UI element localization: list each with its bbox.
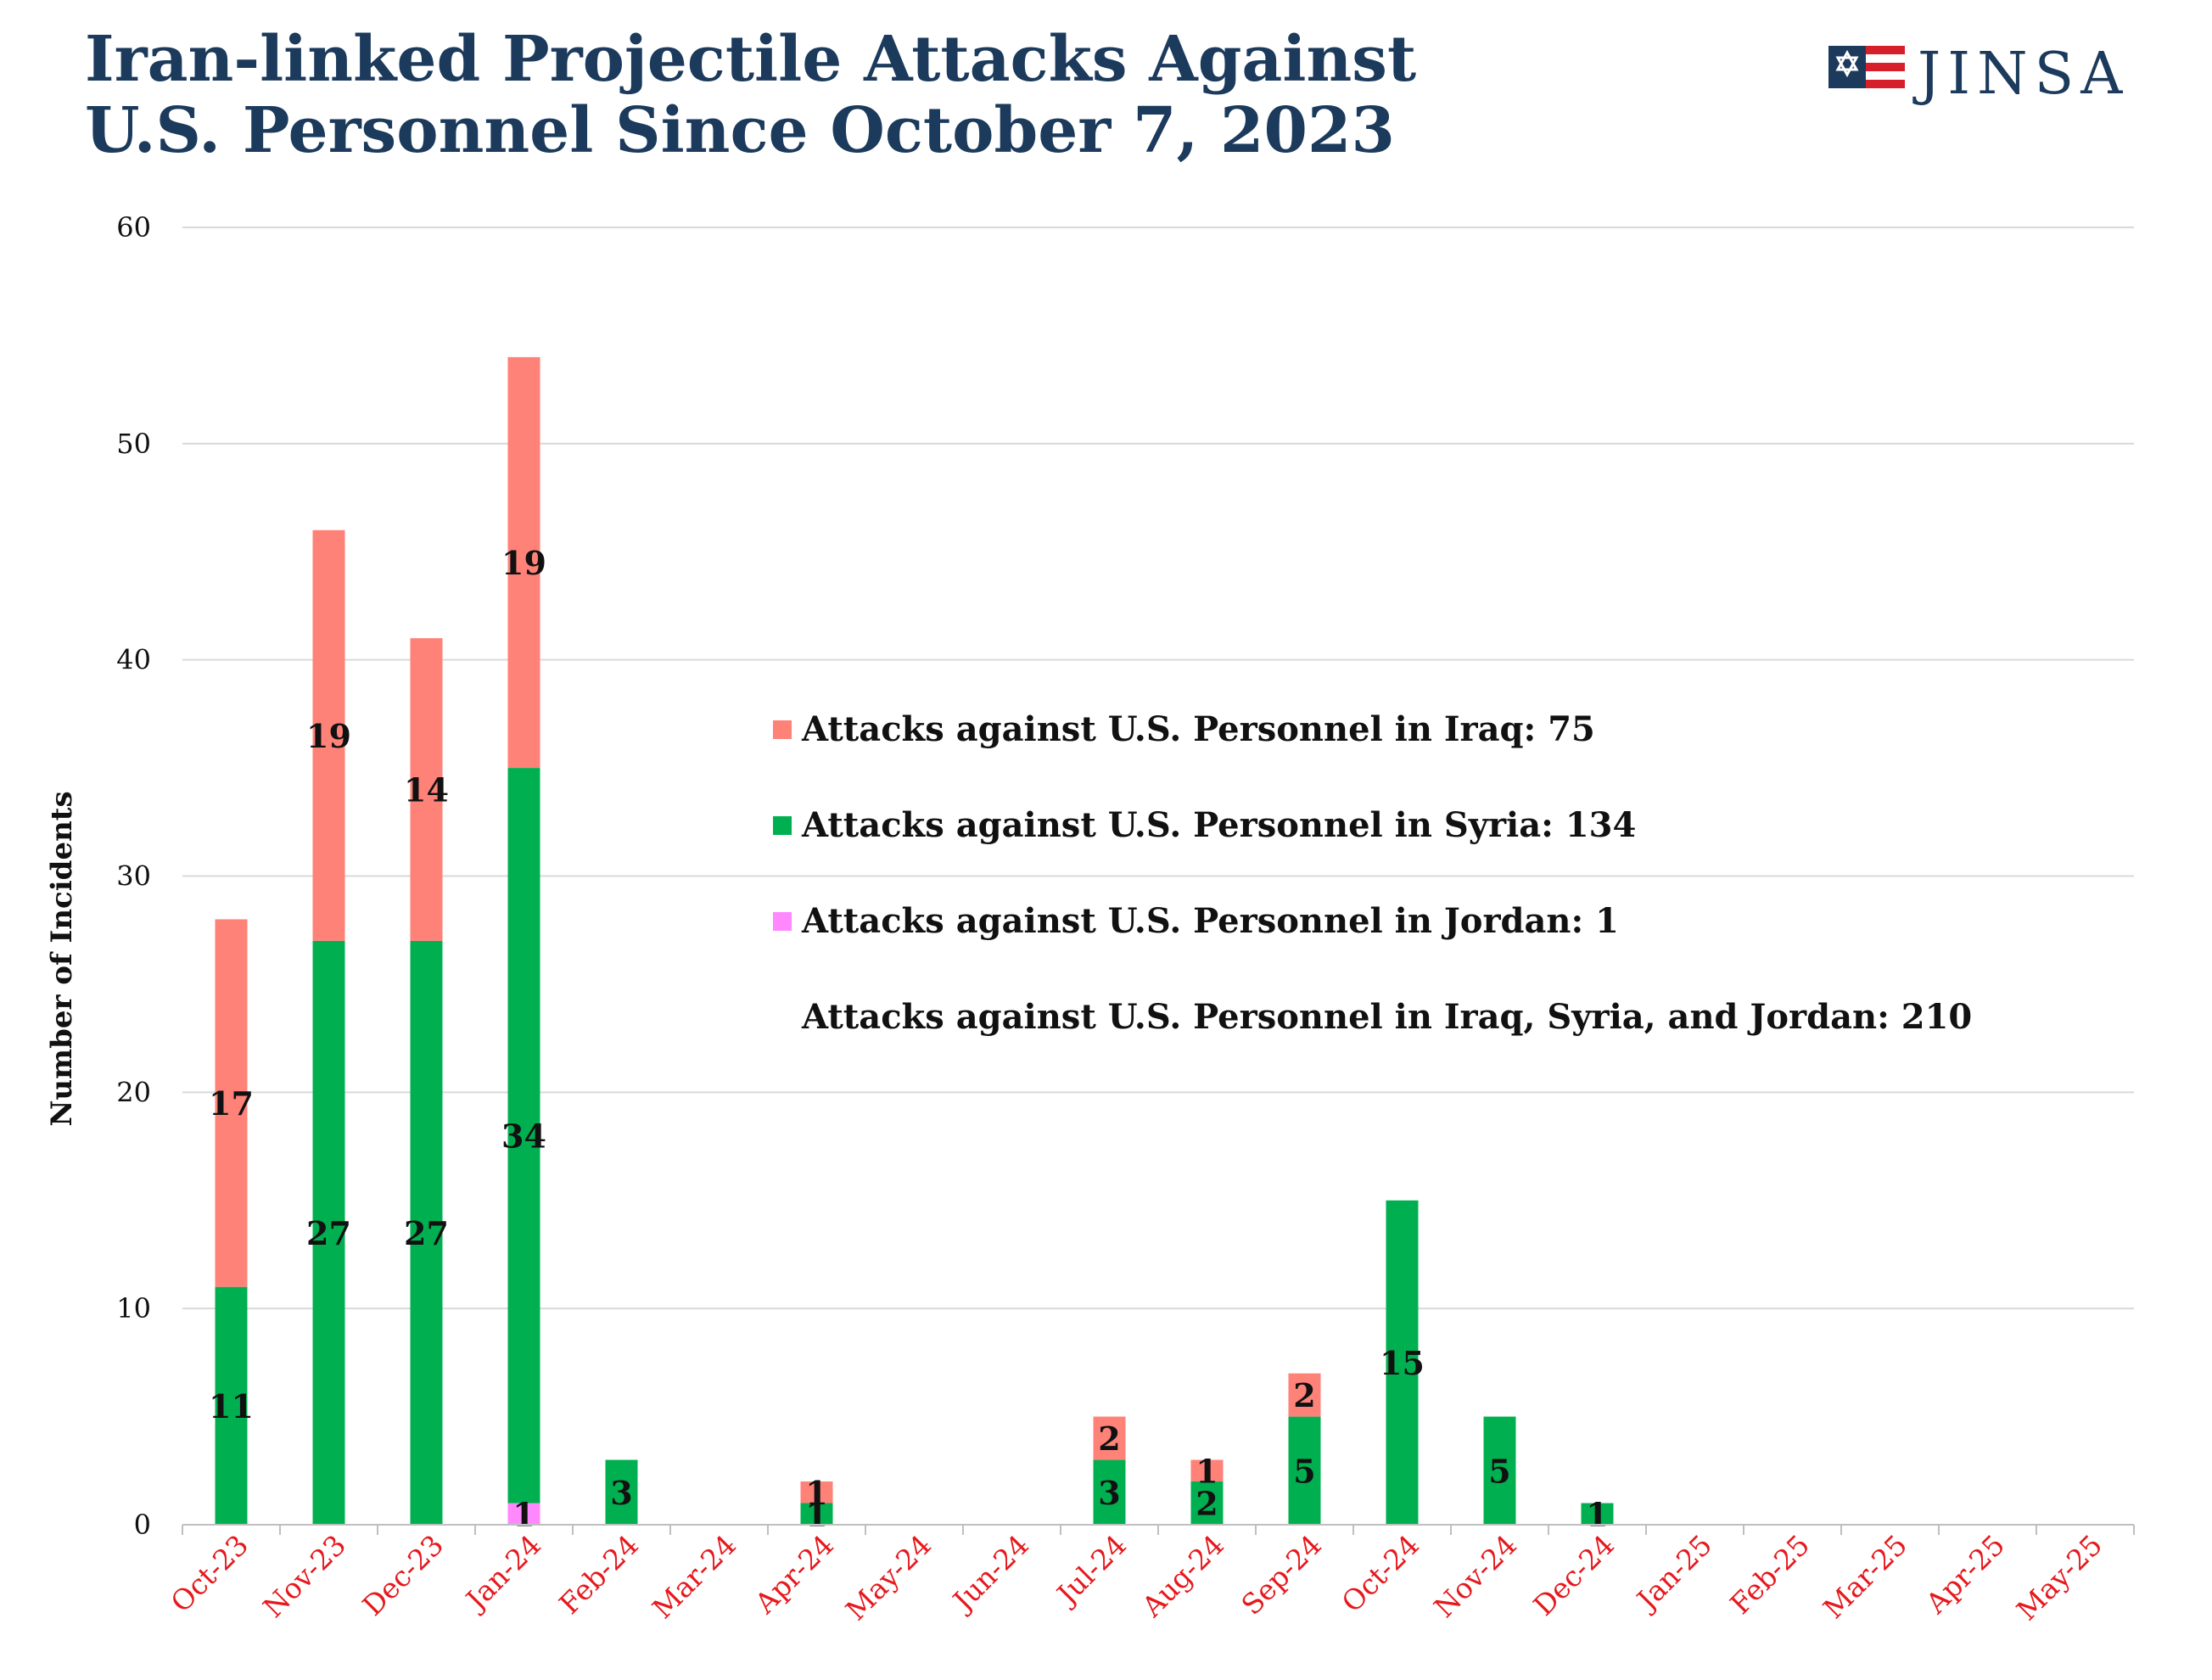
x-tick-label: Apr-24 (748, 1528, 840, 1621)
data-label-syria-Feb-24: 3 (610, 1474, 632, 1512)
legend-entry: Attacks against U.S. Personnel in Iraq: … (801, 709, 1595, 749)
bar-iraq-Nov-23 (312, 529, 345, 941)
x-tick-label: Nov-23 (256, 1528, 352, 1624)
bar-syria-Sep-24 (1288, 1416, 1321, 1525)
chart-title-line-1: Iran-linked Projectile Attacks Against (85, 23, 1417, 96)
chart-title: Iran-linked Projectile Attacks Against U… (85, 24, 1416, 166)
data-label-syria-Aug-24: 2 (1196, 1485, 1218, 1523)
bar-syria-Nov-23 (312, 940, 345, 1525)
legend-swatch (773, 720, 792, 739)
data-label-syria-Sep-24: 5 (1293, 1452, 1315, 1490)
y-axis-label: Number of Incidents (45, 791, 79, 1126)
x-axis: Oct-23 Nov-23 Dec-23 Jan-24 Feb-24 Mar-24 Apr-… (164, 1524, 2135, 1627)
bar-syria-Apr-24 (800, 1503, 833, 1525)
x-tick-label: Dec-24 (1526, 1528, 1621, 1622)
data-label-iraq-Oct-23: 17 (209, 1084, 254, 1123)
x-tick-label: Feb-25 (1723, 1528, 1816, 1621)
y-tick-label: 30 (116, 860, 151, 893)
bar-syria-Feb-24 (605, 1459, 638, 1525)
x-tick-label: Jul-24 (1049, 1528, 1133, 1612)
bar-syria-Aug-24 (1190, 1481, 1224, 1525)
data-label-iraq-Dec-23: 14 (404, 771, 449, 809)
data-label-syria-Apr-24: 1 (805, 1495, 827, 1533)
y-tick-label: 0 (134, 1509, 151, 1541)
x-tick-label: Nov-24 (1427, 1528, 1523, 1624)
data-label-iraq-Jan-24: 19 (501, 544, 546, 582)
legend-swatch (773, 816, 792, 835)
data-label-iraq-Nov-23: 19 (306, 717, 351, 755)
data-label-iraq-Aug-24: 1 (1196, 1452, 1218, 1490)
data-label-iraq-Sep-24: 2 (1293, 1376, 1315, 1414)
x-tick-label: Jan-24 (458, 1528, 548, 1618)
bars (215, 356, 1614, 1525)
bar-syria-Oct-23 (215, 1286, 248, 1525)
data-label-syria-Nov-24: 5 (1488, 1452, 1510, 1490)
legend-entry: Attacks against U.S. Personnel in Iraq, … (801, 997, 1972, 1037)
x-tick-label: Apr-25 (1918, 1528, 2011, 1621)
legend-swatch (773, 912, 792, 931)
jinsa-logo: JINSA (1828, 41, 2125, 108)
data-label-syria-Dec-23: 27 (404, 1214, 449, 1252)
x-tick-label: Jan-25 (1629, 1528, 1719, 1618)
x-tick-label: Feb-24 (552, 1528, 645, 1621)
y-tick-label: 60 (116, 211, 151, 244)
y-axis-ticks: 0 10 20 30 40 50 60 (116, 211, 151, 1541)
x-tick-label: Mar-24 (646, 1528, 742, 1625)
gridlines (182, 227, 2134, 1310)
bar-syria-Nov-24 (1483, 1416, 1516, 1525)
legend: Attacks against U.S. Personnel in Iraq: … (773, 709, 1972, 1037)
jinsa-logo-text: JINSA (1912, 41, 2125, 108)
bar-iraq-Jan-24 (507, 356, 540, 769)
bar-iraq-Sep-24 (1288, 1373, 1321, 1417)
x-tick-label: May-24 (839, 1528, 938, 1627)
bar-syria-Jul-24 (1093, 1459, 1126, 1525)
bar-syria-Dec-24 (1581, 1503, 1614, 1525)
x-tick-label: Oct-23 (164, 1528, 255, 1619)
chart-title-line-2: U.S. Personnel Since October 7, 2023 (85, 94, 1395, 167)
x-tick-label: Jun-24 (944, 1528, 1035, 1619)
x-tick-label: Sep-24 (1235, 1528, 1328, 1621)
y-tick-label: 50 (116, 428, 151, 460)
bar-syria-Dec-23 (410, 940, 443, 1525)
x-tick-label: May-25 (2010, 1528, 2108, 1627)
bar-syria-Oct-24 (1386, 1200, 1419, 1525)
data-label-iraq-Jul-24: 2 (1098, 1420, 1120, 1458)
data-label-syria-Oct-23: 11 (209, 1387, 254, 1425)
bar-iraq-Aug-24 (1190, 1459, 1224, 1482)
y-tick-label: 10 (116, 1292, 151, 1324)
bar-iraq-Jul-24 (1093, 1416, 1126, 1460)
data-label-syria-Jan-24: 34 (501, 1117, 546, 1155)
bar-iraq-Apr-24 (800, 1481, 833, 1504)
data-label-syria-Nov-23: 27 (306, 1214, 351, 1252)
y-tick-label: 20 (116, 1076, 151, 1108)
data-label-iraq-Apr-24: 1 (805, 1474, 827, 1512)
bar-iraq-Dec-23 (410, 638, 443, 941)
bar-iraq-Oct-23 (215, 919, 248, 1287)
data-label-jordan-Jan-24: 1 (512, 1495, 535, 1533)
jinsa-flag-icon (1828, 46, 1905, 97)
bar-jordan-Jan-24 (507, 1503, 540, 1525)
bar-syria-Jan-24 (507, 768, 540, 1504)
data-label-syria-Oct-24: 15 (1380, 1344, 1425, 1382)
legend-entry: Attacks against U.S. Personnel in Jordan… (801, 901, 1619, 941)
data-label-syria-Dec-24: 1 (1586, 1495, 1608, 1533)
data-label-syria-Jul-24: 3 (1098, 1474, 1120, 1512)
x-tick-label: Oct-24 (1335, 1528, 1425, 1619)
legend-entry: Attacks against U.S. Personnel in Syria:… (801, 805, 1636, 845)
y-tick-label: 40 (116, 644, 151, 676)
x-tick-label: Dec-23 (356, 1528, 450, 1622)
x-tick-label: Mar-25 (1817, 1528, 1913, 1625)
x-tick-label: Aug-24 (1134, 1528, 1230, 1624)
